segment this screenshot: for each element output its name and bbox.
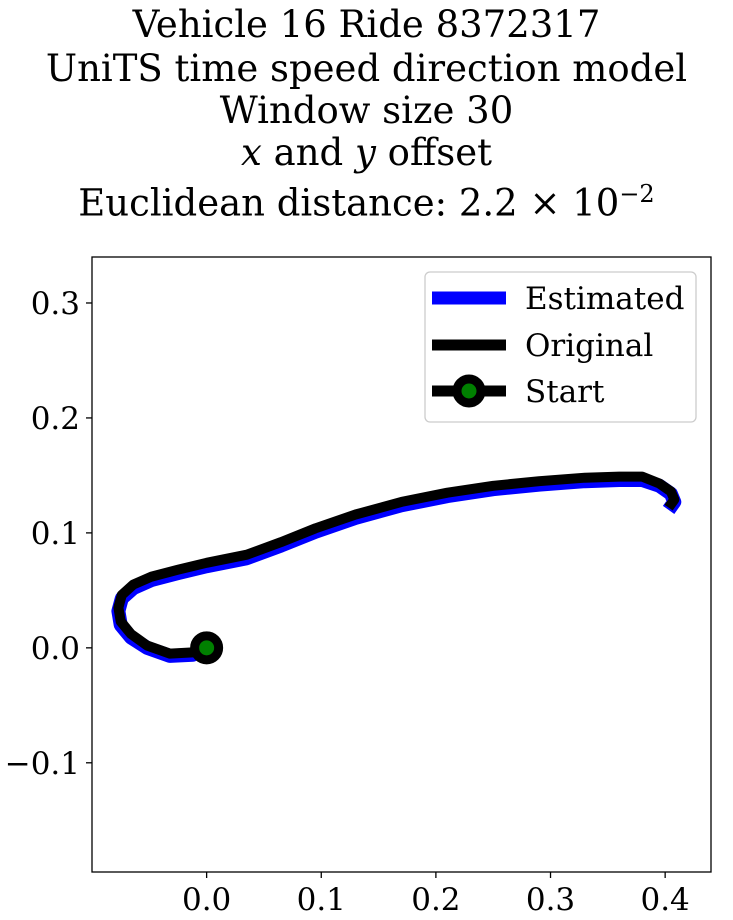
x-tick-label: 0.4 [640,882,689,918]
title-var-y: y [355,131,376,174]
title-line-4: x and y offset [0,130,733,175]
title-line-2: UniTS time speed direction model [45,47,688,90]
legend-label-start: Start [525,374,605,410]
series-original-line [113,471,680,659]
x-tick-label: 0.3 [526,882,575,918]
x-tick-label: 0.2 [411,882,460,918]
legend-label-original: Original [525,328,653,364]
start-marker [190,631,224,665]
series-layer [111,471,682,665]
y-tick-label: 0.1 [31,516,80,552]
legend-start-marker [452,374,486,408]
title-and: and [261,131,355,174]
title-exponent: −2 [619,180,655,208]
y-tick-label: 0.2 [31,401,80,437]
plot-frame [91,256,712,873]
title-offset: offset [375,131,492,174]
title-line-1: Vehicle 16 Ride 8372317 [132,3,601,46]
title-line-5: Euclidean distance: 2.2 × 10−2 [0,172,733,225]
legend: Estimated Original Start [424,271,697,423]
title-line-3: Window size 30 [219,89,514,132]
title-var-x: x [241,131,262,174]
y-tick-label: 0.0 [31,631,80,667]
title-distance: Euclidean distance: 2.2 × 10 [78,181,620,225]
x-tick-label: 0.1 [297,882,346,918]
y-tick-label: −0.1 [5,746,80,782]
x-axis: 0.0 0.1 0.2 0.3 0.4 [182,872,690,918]
legend-label-estimated: Estimated [525,281,684,317]
y-tick-label: 0.3 [31,286,80,322]
legend-frame [424,271,697,423]
x-tick-label: 0.0 [182,882,231,918]
y-axis: −0.1 0.0 0.1 0.2 0.3 [5,286,92,782]
